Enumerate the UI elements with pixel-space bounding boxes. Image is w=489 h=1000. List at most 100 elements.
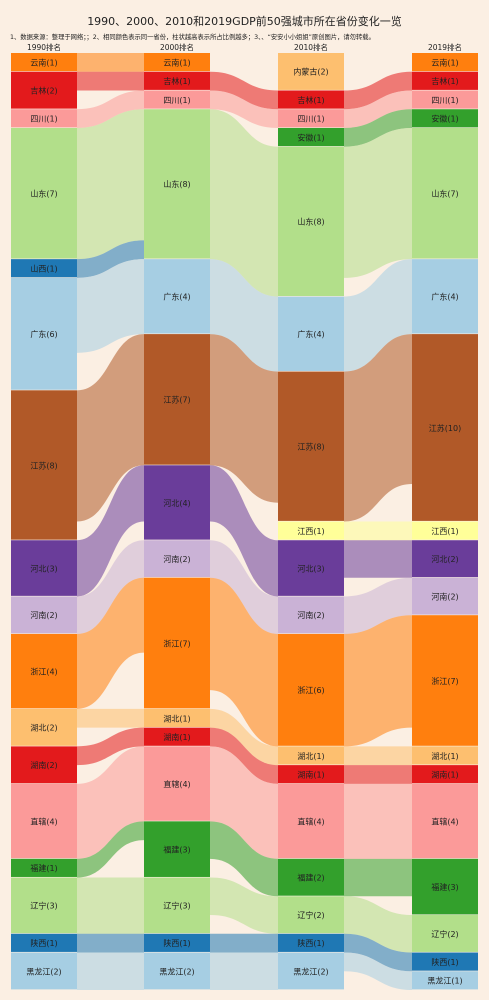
flow-band-1-河北 <box>210 465 278 597</box>
node-山东 <box>11 127 77 259</box>
node-湖南 <box>412 765 478 784</box>
node-直辖 <box>412 783 478 859</box>
flow-band-0-山西 <box>77 240 144 278</box>
node-辽宁 <box>144 877 210 934</box>
node-label: 河北(3) <box>297 563 324 573</box>
column-header: 2010排名 <box>294 42 328 52</box>
flow-band-0-河南 <box>77 540 144 634</box>
node-label: 福建(1) <box>30 863 57 873</box>
flow-band-0-湖北 <box>77 708 144 728</box>
flow-band-2-广东 <box>344 259 412 372</box>
node-直辖 <box>11 783 77 859</box>
node-label: 吉林(2) <box>30 85 57 95</box>
node-label: 江苏(10) <box>429 423 461 433</box>
flow-band-1-吉林 <box>210 71 278 110</box>
flow-band-0-湖南 <box>77 727 144 766</box>
flow-band-1-广东 <box>210 259 278 372</box>
node-江西 <box>412 521 478 540</box>
node-label: 云南(1) <box>431 57 458 67</box>
flow-band-2-黑龙江 <box>344 952 412 990</box>
node-云南 <box>144 53 210 72</box>
flow-band-2-浙江 <box>344 615 412 747</box>
node-湖南 <box>278 765 344 784</box>
flow-band-2-直辖 <box>344 783 412 859</box>
node-浙江 <box>412 615 478 746</box>
node-广东 <box>412 259 478 334</box>
flow-band-1-浙江 <box>210 577 278 747</box>
flow-band-0-辽宁 <box>77 877 144 934</box>
node-label: 湖北(2) <box>30 724 57 733</box>
flow-band-2-安徽 <box>344 109 412 147</box>
node-黑龙江 <box>278 952 344 990</box>
node-label: 江苏(8) <box>297 442 324 452</box>
column-header: 2019排名 <box>428 42 462 52</box>
node-label: 四川(1) <box>431 96 458 105</box>
node-河南 <box>11 596 77 634</box>
node-label: 陕西(1) <box>163 938 190 948</box>
flow-band-2-河南 <box>344 577 412 634</box>
node-label: 浙江(4) <box>30 666 57 676</box>
node-label: 山东(8) <box>163 179 190 189</box>
node-内蒙古 <box>278 53 344 90</box>
node-福建 <box>278 858 344 896</box>
flow-band-0-河北 <box>77 465 144 597</box>
node-label: 直辖(4) <box>297 816 324 826</box>
node-label: 安徽(1) <box>431 114 458 124</box>
node-陕西 <box>11 933 77 952</box>
node-福建 <box>412 858 478 915</box>
node-河北 <box>278 540 344 596</box>
node-江苏 <box>144 334 210 465</box>
flow-band-2-河北 <box>344 540 412 578</box>
node-label: 吉林(1) <box>297 95 324 105</box>
node-四川 <box>11 109 77 128</box>
node-label: 江苏(7) <box>163 395 190 405</box>
node-label: 吉林(1) <box>431 76 458 86</box>
flow-band-1-陕西 <box>210 933 278 953</box>
flow-band-2-陕西 <box>344 933 412 972</box>
node-label: 云南(1) <box>163 57 190 67</box>
node-河南 <box>412 577 478 615</box>
node-福建 <box>11 858 77 877</box>
node-安徽 <box>412 109 478 128</box>
flow-band-2-江苏 <box>344 334 412 522</box>
node-黑龙江 <box>144 952 210 990</box>
node-label: 内蒙古(2) <box>293 67 328 77</box>
node-label: 湖南(1) <box>431 769 458 779</box>
node-label: 黑龙江(2) <box>26 966 61 976</box>
chart-note: 1、数据来源：整理于网络；；2、相同颜色表示同一省份，柱状越高表示所占比例越多；… <box>10 34 375 41</box>
node-label: 湖北(1) <box>297 752 324 761</box>
node-湖北 <box>278 746 344 765</box>
node-label: 福建(3) <box>163 844 190 854</box>
node-河北 <box>11 540 77 596</box>
node-广东 <box>278 296 344 371</box>
node-江西 <box>278 521 344 540</box>
flow-band-2-福建 <box>344 858 412 897</box>
node-label: 湖北(1) <box>163 714 190 723</box>
node-四川 <box>278 109 344 128</box>
node-黑龙江 <box>412 971 478 990</box>
node-label: 浙江(6) <box>297 685 324 695</box>
node-安徽 <box>278 127 344 147</box>
flow-band-1-四川 <box>210 90 278 128</box>
flow-band-2-山东 <box>344 127 412 278</box>
flow-bands <box>77 53 412 990</box>
node-label: 河南(2) <box>431 591 458 601</box>
flow-band-0-山东 <box>77 109 144 260</box>
node-label: 辽宁(2) <box>431 929 458 939</box>
node-label: 湖南(1) <box>297 769 324 779</box>
node-吉林 <box>11 71 77 109</box>
node-福建 <box>144 821 210 877</box>
node-label: 湖南(2) <box>30 760 57 770</box>
node-山东 <box>278 146 344 297</box>
flow-band-2-湖南 <box>344 765 412 784</box>
node-label: 黑龙江(1) <box>427 976 462 986</box>
node-label: 陕西(1) <box>297 938 324 948</box>
flow-band-0-云南 <box>77 53 144 72</box>
node-河北 <box>412 540 478 578</box>
node-江苏 <box>11 390 77 540</box>
node-label: 陕西(1) <box>30 938 57 948</box>
column-header: 1990排名 <box>27 42 61 52</box>
